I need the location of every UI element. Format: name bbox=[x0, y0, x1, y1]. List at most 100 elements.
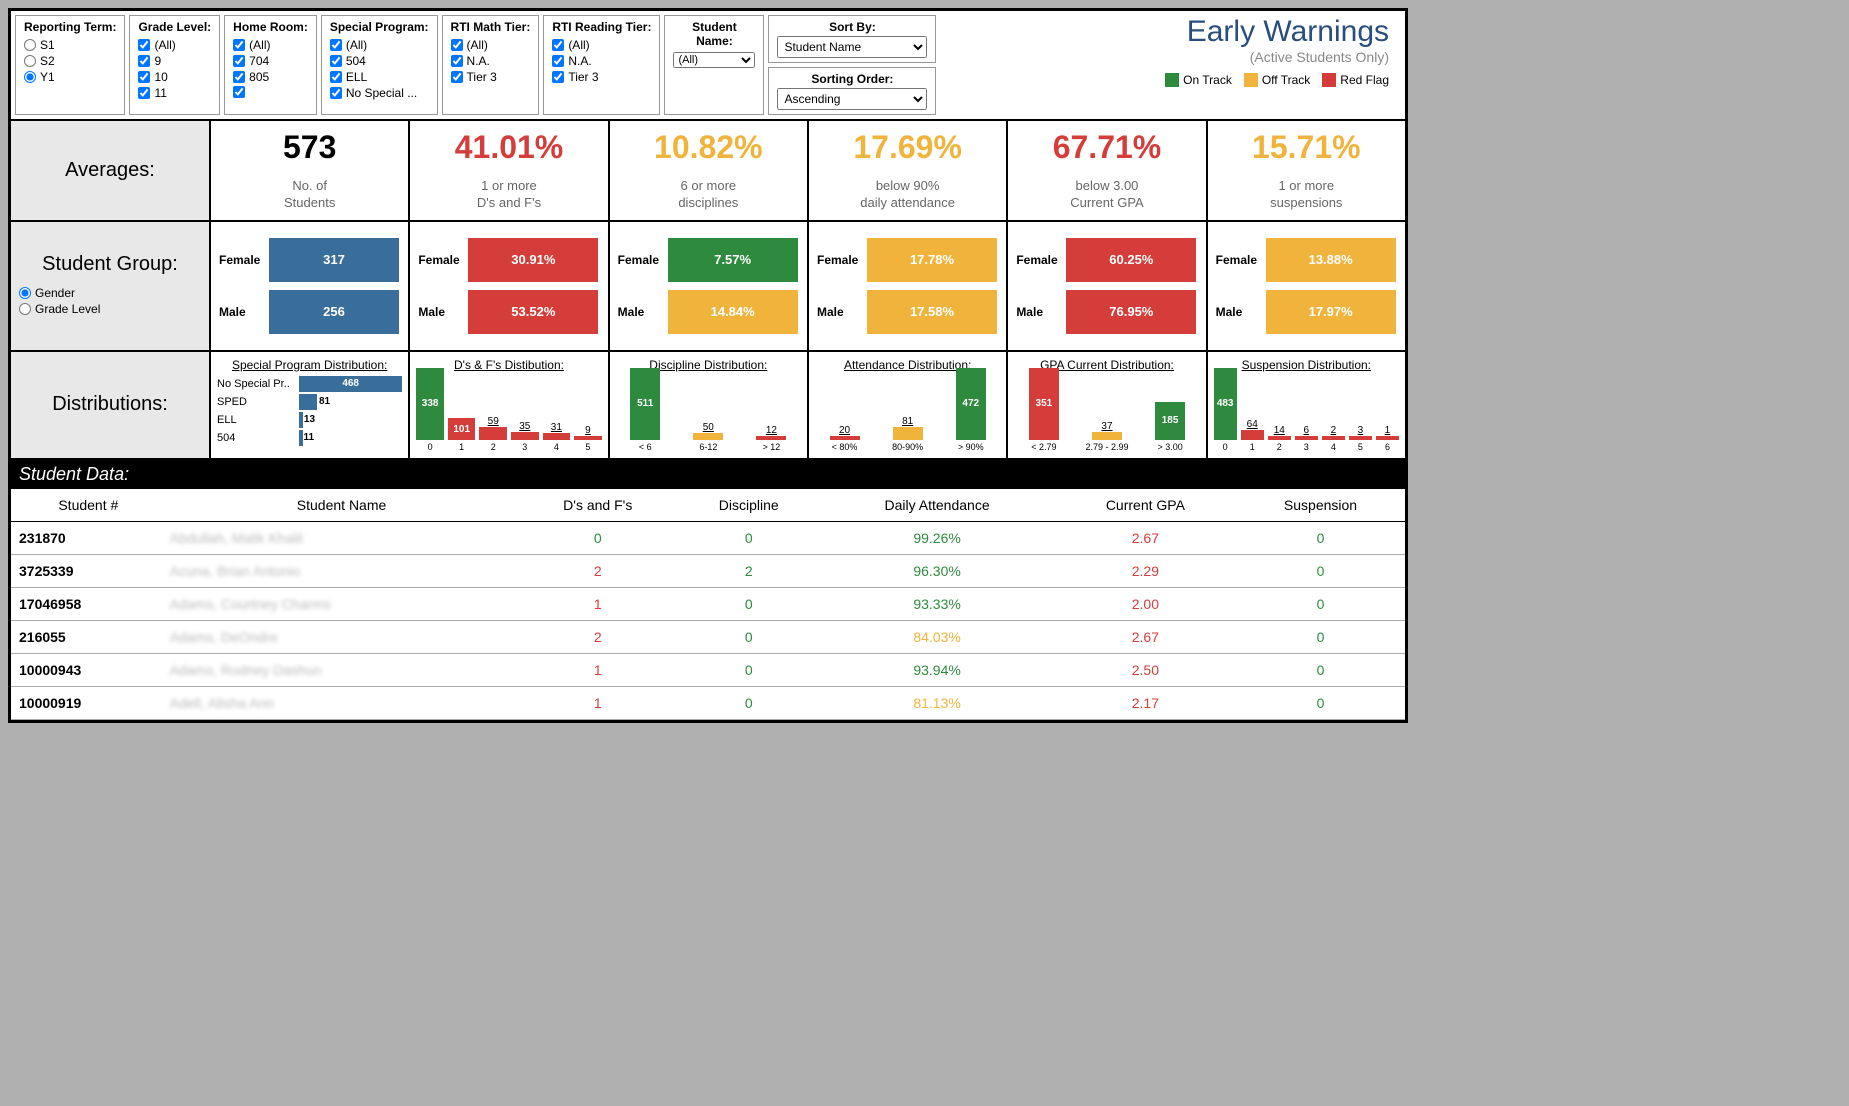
column-header[interactable]: Daily Attendance bbox=[819, 489, 1054, 522]
checkbox-input[interactable] bbox=[233, 55, 245, 67]
vbar-fill: 338 bbox=[416, 368, 444, 440]
checkbox-input[interactable] bbox=[138, 71, 150, 83]
filter-option-label: 504 bbox=[346, 54, 366, 68]
filter-option[interactable]: (All) bbox=[330, 38, 429, 52]
filter-option[interactable]: ELL bbox=[330, 70, 429, 84]
data-cell: 2 bbox=[517, 620, 678, 653]
checkbox-input[interactable] bbox=[330, 71, 342, 83]
vbar-fill: 351 bbox=[1029, 368, 1059, 440]
averages-cells: 573No. of Students41.01%1 or more D's an… bbox=[211, 121, 1405, 220]
filter-option[interactable]: S2 bbox=[24, 54, 116, 68]
student-name-select[interactable]: (All) bbox=[673, 52, 755, 68]
distribution-cell: D's & F's Distibution:338010115923533149… bbox=[410, 352, 609, 458]
sort-controls: Sort By: Student Name Sorting Order: Asc… bbox=[768, 15, 936, 115]
filter-option[interactable]: 9 bbox=[138, 54, 211, 68]
filter-option[interactable]: No Special ... bbox=[330, 86, 429, 100]
vbar-fill bbox=[543, 433, 571, 440]
filter-option[interactable]: (All) bbox=[552, 38, 651, 52]
filter-option[interactable]: S1 bbox=[24, 38, 116, 52]
checkbox-input[interactable] bbox=[451, 39, 463, 51]
column-header[interactable]: D's and F's bbox=[517, 489, 678, 522]
group-cell: Female317Male256 bbox=[211, 222, 410, 350]
vbar-col: 142 bbox=[1268, 425, 1291, 452]
vbar-fill: 511 bbox=[630, 368, 660, 440]
vbar-xlabel: 0 bbox=[1223, 442, 1228, 452]
vbar-xlabel: 6-12 bbox=[699, 442, 717, 452]
vbar-fill: 101 bbox=[448, 418, 476, 440]
vbar-fill bbox=[1376, 436, 1399, 440]
student-group-option[interactable]: Grade Level bbox=[19, 302, 100, 316]
student-id-cell: 10000943 bbox=[11, 653, 166, 686]
filter-option[interactable]: Tier 3 bbox=[552, 70, 651, 84]
filter-rti-reading: RTI Reading Tier: (All) N.A. Tier 3 bbox=[543, 15, 660, 115]
checkbox-input[interactable] bbox=[138, 87, 150, 99]
filter-option[interactable]: 504 bbox=[330, 54, 429, 68]
filter-option[interactable]: (All) bbox=[233, 38, 308, 52]
student-group-cells: Female317Male256Female30.91%Male53.52%Fe… bbox=[211, 222, 1405, 350]
filter-option[interactable]: 10 bbox=[138, 70, 211, 84]
table-row[interactable]: 231870Abdullah, Malik Khalil0099.26%2.67… bbox=[11, 521, 1405, 554]
checkbox-input[interactable] bbox=[138, 55, 150, 67]
vbar-fill: 472 bbox=[956, 368, 986, 440]
group-bar-row: Male14.84% bbox=[618, 290, 799, 334]
table-row[interactable]: 10000943Adams, Rodney Dashun1093.94%2.50… bbox=[11, 653, 1405, 686]
sort-by-select[interactable]: Student Name bbox=[777, 36, 927, 58]
column-header[interactable]: Student # bbox=[11, 489, 166, 522]
checkbox-input[interactable] bbox=[233, 86, 245, 98]
checkbox-input[interactable] bbox=[552, 55, 564, 67]
checkbox-input[interactable] bbox=[233, 39, 245, 51]
table-row[interactable]: 10000919Adell, Alisha Ann1081.13%2.170 bbox=[11, 686, 1405, 719]
column-header[interactable]: Current GPA bbox=[1055, 489, 1236, 522]
group-bar-label: Male bbox=[418, 305, 462, 319]
checkbox-input[interactable] bbox=[233, 71, 245, 83]
vbar-col: 506-12 bbox=[679, 422, 738, 452]
vbar-col: 24 bbox=[1322, 425, 1345, 452]
sort-by-title: Sort By: bbox=[777, 20, 927, 34]
radio-input[interactable] bbox=[24, 39, 36, 51]
checkbox-input[interactable] bbox=[330, 55, 342, 67]
checkbox-input[interactable] bbox=[552, 71, 564, 83]
vbar-col: 20< 80% bbox=[815, 425, 874, 452]
filter-option-label: S2 bbox=[40, 54, 55, 68]
filter-option[interactable]: Y1 bbox=[24, 70, 116, 84]
checkbox-input[interactable] bbox=[330, 39, 342, 51]
filter-title: RTI Reading Tier: bbox=[552, 20, 651, 34]
filter-option[interactable] bbox=[233, 86, 308, 98]
radio-input[interactable] bbox=[19, 303, 31, 315]
vbar-col: 4830 bbox=[1214, 368, 1237, 452]
data-cell: 2.17 bbox=[1055, 686, 1236, 719]
student-name-cell: Adams, Rodney Dashun bbox=[166, 653, 518, 686]
data-cell: 2 bbox=[678, 554, 819, 587]
checkbox-input[interactable] bbox=[451, 71, 463, 83]
filter-option[interactable]: N.A. bbox=[552, 54, 651, 68]
checkbox-input[interactable] bbox=[138, 39, 150, 51]
table-row[interactable]: 3725339Acuna, Brian Antonio2296.30%2.290 bbox=[11, 554, 1405, 587]
radio-input[interactable] bbox=[19, 287, 31, 299]
radio-input[interactable] bbox=[24, 55, 36, 67]
checkbox-input[interactable] bbox=[552, 39, 564, 51]
table-row[interactable]: 17046958Adams, Courtney Charms1093.33%2.… bbox=[11, 587, 1405, 620]
group-cell: Female13.88%Male17.97% bbox=[1208, 222, 1405, 350]
column-header[interactable]: Suspension bbox=[1236, 489, 1405, 522]
radio-input[interactable] bbox=[24, 71, 36, 83]
filter-option[interactable]: (All) bbox=[138, 38, 211, 52]
checkbox-input[interactable] bbox=[451, 55, 463, 67]
table-row[interactable]: 216055Adams, DeOndre2084.03%2.670 bbox=[11, 620, 1405, 653]
column-header[interactable]: Student Name bbox=[166, 489, 518, 522]
student-group-option[interactable]: Gender bbox=[19, 286, 100, 300]
filter-option[interactable]: 704 bbox=[233, 54, 308, 68]
filter-option[interactable]: Tier 3 bbox=[451, 70, 531, 84]
filter-option[interactable]: N.A. bbox=[451, 54, 531, 68]
sorting-order-select[interactable]: Ascending bbox=[777, 88, 927, 110]
filter-option[interactable]: 805 bbox=[233, 70, 308, 84]
filter-option[interactable]: 11 bbox=[138, 86, 211, 100]
column-header[interactable]: Discipline bbox=[678, 489, 819, 522]
sorting-order-block: Sorting Order: Ascending bbox=[768, 67, 936, 115]
vbar-fill bbox=[693, 433, 723, 440]
checkbox-input[interactable] bbox=[330, 87, 342, 99]
filter-option[interactable]: (All) bbox=[451, 38, 531, 52]
vbar-xlabel: 2.79 - 2.99 bbox=[1085, 442, 1128, 452]
distributions-row: Distributions: Special Program Distribut… bbox=[11, 352, 1405, 460]
vbar-fill bbox=[479, 427, 507, 440]
vbar-xlabel: 4 bbox=[554, 442, 559, 452]
